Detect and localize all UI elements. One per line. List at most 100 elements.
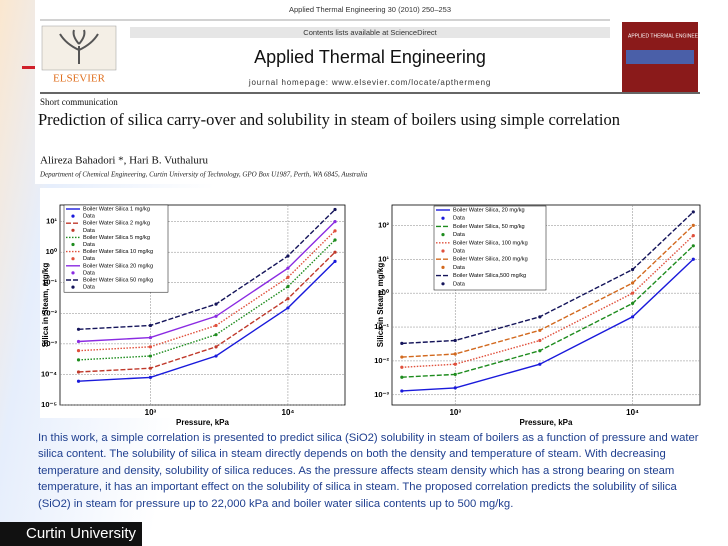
x-tick-label: 10³ (145, 408, 157, 417)
y-tick-label: 10² (378, 220, 389, 229)
x-tick-label: 10⁴ (282, 408, 295, 417)
data-point (76, 339, 81, 344)
data-point (214, 314, 218, 318)
y-tick-label: 10⁻³ (42, 339, 57, 348)
data-point (286, 284, 290, 289)
data-point (538, 349, 542, 353)
legend-label: Data (453, 232, 466, 238)
y-tick-label: 10⁰ (46, 247, 58, 256)
data-point (538, 315, 542, 319)
y-tick-label: 10⁰ (378, 288, 390, 297)
legend-label: Data (83, 256, 96, 262)
data-point (453, 338, 457, 343)
data-point (148, 354, 153, 358)
legend-box (63, 204, 169, 293)
legend-label: Data (83, 270, 96, 276)
accent-bar (22, 66, 36, 69)
data-point (148, 336, 153, 340)
homepage: journal homepage: www.elsevier.com/locat… (248, 78, 491, 87)
title-box: Prediction of silica carry-over and solu… (38, 110, 620, 129)
affiliation: Department of Chemical Engineering, Curt… (39, 171, 368, 179)
body-text: In this work, a simple correlation is pr… (38, 432, 699, 510)
data-point (400, 355, 404, 359)
legend-marker (441, 216, 445, 220)
data-point (538, 362, 542, 366)
data-point (76, 379, 81, 383)
data-point (630, 281, 635, 285)
data-point (538, 328, 542, 332)
contents-line: Contents lists available at ScienceDirec… (303, 28, 437, 37)
legend-marker (441, 265, 445, 269)
authors: Alireza Bahadori *, Hari B. Vuthaluru (40, 155, 209, 167)
legend-marker (441, 249, 445, 253)
data-point (333, 238, 337, 242)
legend-label: Data (83, 285, 96, 291)
data-point (453, 362, 457, 366)
y-tick-label: 10⁻¹ (42, 278, 57, 287)
data-point (400, 375, 404, 379)
footer-logo: Curtin University (0, 522, 142, 546)
y-tick-label: 10⁻¹ (374, 322, 389, 331)
legend-label: Data (83, 228, 96, 234)
data-point (333, 229, 337, 233)
legend-label: Data (83, 242, 96, 248)
data-point (214, 323, 218, 328)
data-point (76, 358, 81, 362)
data-point (630, 267, 635, 272)
legend-label: Boiler Water Silica 50 mg/kg (83, 277, 153, 283)
x-tick-label: 10⁴ (626, 408, 639, 417)
logo-tree (59, 29, 99, 64)
cover-band (626, 50, 694, 64)
legend-marker (71, 228, 75, 232)
data-point (214, 345, 218, 349)
series-group (76, 207, 337, 383)
data-point (453, 386, 457, 390)
legend-label: Boiler Water Silica 2 mg/kg (83, 221, 150, 227)
legend-label: Boiler Water Silica, 100 mg/kg (453, 240, 528, 246)
article-type: Short communication (40, 97, 118, 107)
legend-marker (71, 214, 75, 218)
data-point (538, 338, 542, 343)
data-point (286, 254, 290, 258)
legend-marker (71, 242, 75, 247)
data-point (691, 223, 695, 227)
data-point (333, 259, 337, 263)
data-point (286, 266, 290, 270)
y-tick-label: 10⁻⁵ (41, 400, 57, 409)
legend-marker (71, 257, 75, 261)
legend-label: Data (83, 214, 96, 220)
legend-label: Boiler Water Silica, 50 mg/kg (453, 224, 525, 230)
y-tick-label: 10⁻² (42, 308, 57, 317)
data-point (148, 375, 153, 379)
legend-marker (441, 233, 445, 237)
y-tick-label: 10¹ (46, 217, 57, 226)
data-point (148, 323, 153, 328)
legend-label: Boiler Water Silica, 200 mg/kg (453, 257, 528, 263)
data-point (400, 365, 404, 369)
data-point (76, 370, 81, 374)
journal-name: Applied Thermal Engineering (254, 47, 486, 67)
legend-label: Boiler Water Silica 20 mg/kg (83, 263, 153, 269)
x-axis-label: Pressure, kPa (520, 418, 573, 427)
legend-marker (71, 285, 75, 289)
legend-marker (441, 282, 445, 286)
data-point (691, 244, 695, 248)
data-point (214, 354, 218, 358)
legend-label: Boiler Water Silica 5 mg/kg (83, 235, 150, 241)
data-point (453, 352, 457, 356)
data-point (286, 297, 290, 301)
legend-label: Data (453, 216, 466, 222)
x-tick-label: 10³ (449, 408, 461, 417)
legend-label: Boiler Water Silica, 20 mg/kg (453, 207, 525, 213)
legend-marker (71, 271, 75, 275)
data-point (630, 291, 635, 295)
series-line (78, 230, 336, 352)
data-point (214, 302, 218, 306)
x-axis-label: Pressure, kPa (176, 418, 229, 427)
cover-title: APPLIED THERMAL ENGINEERING (628, 33, 711, 39)
data-point (691, 257, 695, 261)
contents-band (130, 27, 610, 38)
data-point (400, 389, 404, 393)
